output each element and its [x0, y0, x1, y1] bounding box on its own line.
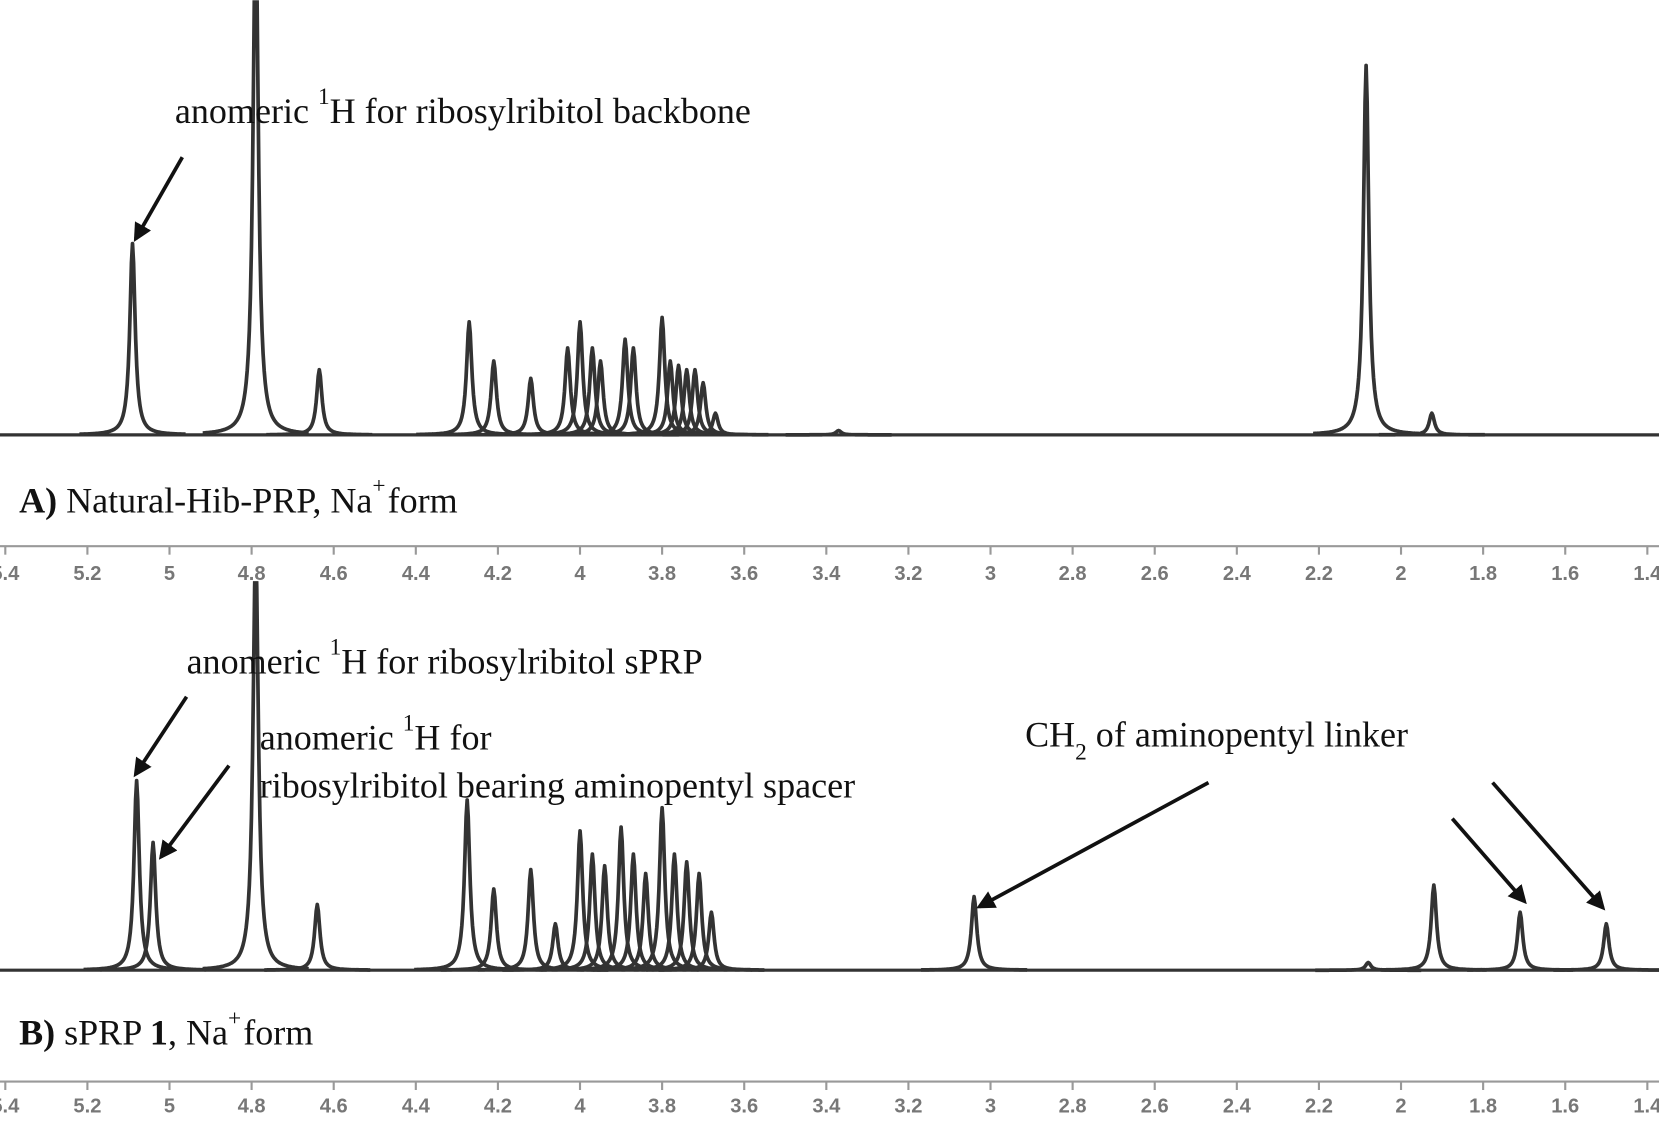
peak	[1312, 63, 1420, 436]
annotation: anomeric 1H for ribosylribitol sPRP	[187, 634, 703, 681]
x-tick-label: 1.4	[1633, 1095, 1659, 1117]
x-tick-label: 3.2	[894, 1095, 922, 1117]
x-tick-label: 1.8	[1469, 1095, 1497, 1117]
x-tick-label: 5	[164, 1095, 175, 1117]
x-tick-label: 2.8	[1059, 1095, 1087, 1117]
x-tick-label: 1.8	[1469, 563, 1497, 585]
x-tick-label: 4	[574, 563, 586, 585]
peak	[476, 867, 585, 972]
x-tick-label: 3.2	[894, 563, 922, 585]
arrow	[133, 695, 189, 778]
x-tick-label: 2.2	[1305, 563, 1333, 585]
x-tick-label: 3.8	[648, 1095, 676, 1117]
x-tick-label: 4.8	[238, 1095, 266, 1117]
peak	[201, 581, 310, 971]
peak	[99, 840, 207, 972]
axes: 5.4 5.2 5 4.8 4.6 4.4 4.2 4 3.8 3.6 3.4 3.2 3 2.8 2.6 2…	[0, 545, 1659, 1117]
arrow	[158, 764, 231, 860]
x-tick-label: 5.4	[0, 1095, 20, 1117]
peak	[263, 902, 372, 972]
x-tick-label: 2.6	[1141, 1095, 1169, 1117]
peak	[645, 871, 753, 972]
annotation: anomeric 1H for ribosylribitol backbone	[175, 84, 751, 131]
x-tick-label: 2	[1395, 563, 1406, 585]
x-tick-label: 5.2	[73, 1095, 101, 1117]
peak	[661, 411, 770, 437]
x-tick-label: 3	[985, 1095, 996, 1117]
annotation: CH2 of aminopentyl linker	[1025, 715, 1408, 766]
x-tick-label: 2.4	[1223, 563, 1252, 585]
x-tick-label: 2.4	[1223, 1095, 1252, 1117]
spectrum-b	[0, 581, 1659, 973]
peak	[920, 894, 1028, 972]
x-tick-label: 4.4	[402, 563, 431, 585]
peak	[201, 0, 310, 435]
x-tick-label: 4.2	[484, 1095, 512, 1117]
x-tick-label: 4.2	[484, 563, 512, 585]
panel-label: A) Natural-Hib-PRP, Na+form	[19, 473, 458, 520]
peak	[82, 778, 191, 972]
panel-label: B) sPRP 1, Na+form	[19, 1005, 313, 1052]
peak	[784, 428, 893, 437]
x-tick-label: 4	[574, 1095, 586, 1117]
arrow	[1450, 817, 1527, 905]
x-tick-label: 1.6	[1551, 563, 1579, 585]
x-tick-label: 3	[985, 563, 996, 585]
x-tick-label: 2	[1395, 1095, 1406, 1117]
x-tick-label: 4.6	[320, 563, 348, 585]
x-tick-label: 3.6	[730, 563, 758, 585]
x-tick-label: 3.4	[812, 1095, 841, 1117]
x-tick-label: 4.4	[402, 1095, 431, 1117]
annotation: ribosylribitol bearing aminopentyl space…	[260, 765, 855, 805]
x-tick-label: 3.4	[812, 563, 841, 585]
arrow	[133, 156, 184, 242]
x-tick-label: 1.4	[1633, 563, 1659, 585]
x-tick-label: 5	[164, 563, 175, 585]
x-tick-label: 3.6	[730, 1095, 758, 1117]
peak	[413, 798, 521, 972]
peak	[1380, 883, 1488, 972]
peak	[1378, 411, 1486, 437]
x-tick-label: 4.6	[320, 1095, 348, 1117]
x-tick-label: 4.8	[238, 563, 266, 585]
x-tick-label: 2.6	[1141, 563, 1169, 585]
peak	[439, 359, 548, 437]
x-tick-label: 5.4	[0, 563, 20, 585]
peak	[265, 367, 374, 437]
spectrum-a	[0, 0, 1659, 437]
peak	[1466, 910, 1574, 972]
x-tick-label: 5.2	[73, 563, 101, 585]
x-tick-label: 2.8	[1059, 563, 1087, 585]
arrow	[976, 780, 1210, 909]
peak	[1552, 921, 1659, 972]
peak	[657, 910, 766, 972]
x-tick-label: 3.8	[648, 563, 676, 585]
x-tick-label: 2.2	[1305, 1095, 1333, 1117]
arrow	[1491, 781, 1606, 911]
x-tick-label: 1.6	[1551, 1095, 1579, 1117]
annotation: anomeric 1H for	[260, 711, 492, 758]
peak	[78, 241, 187, 437]
peak	[415, 320, 523, 437]
